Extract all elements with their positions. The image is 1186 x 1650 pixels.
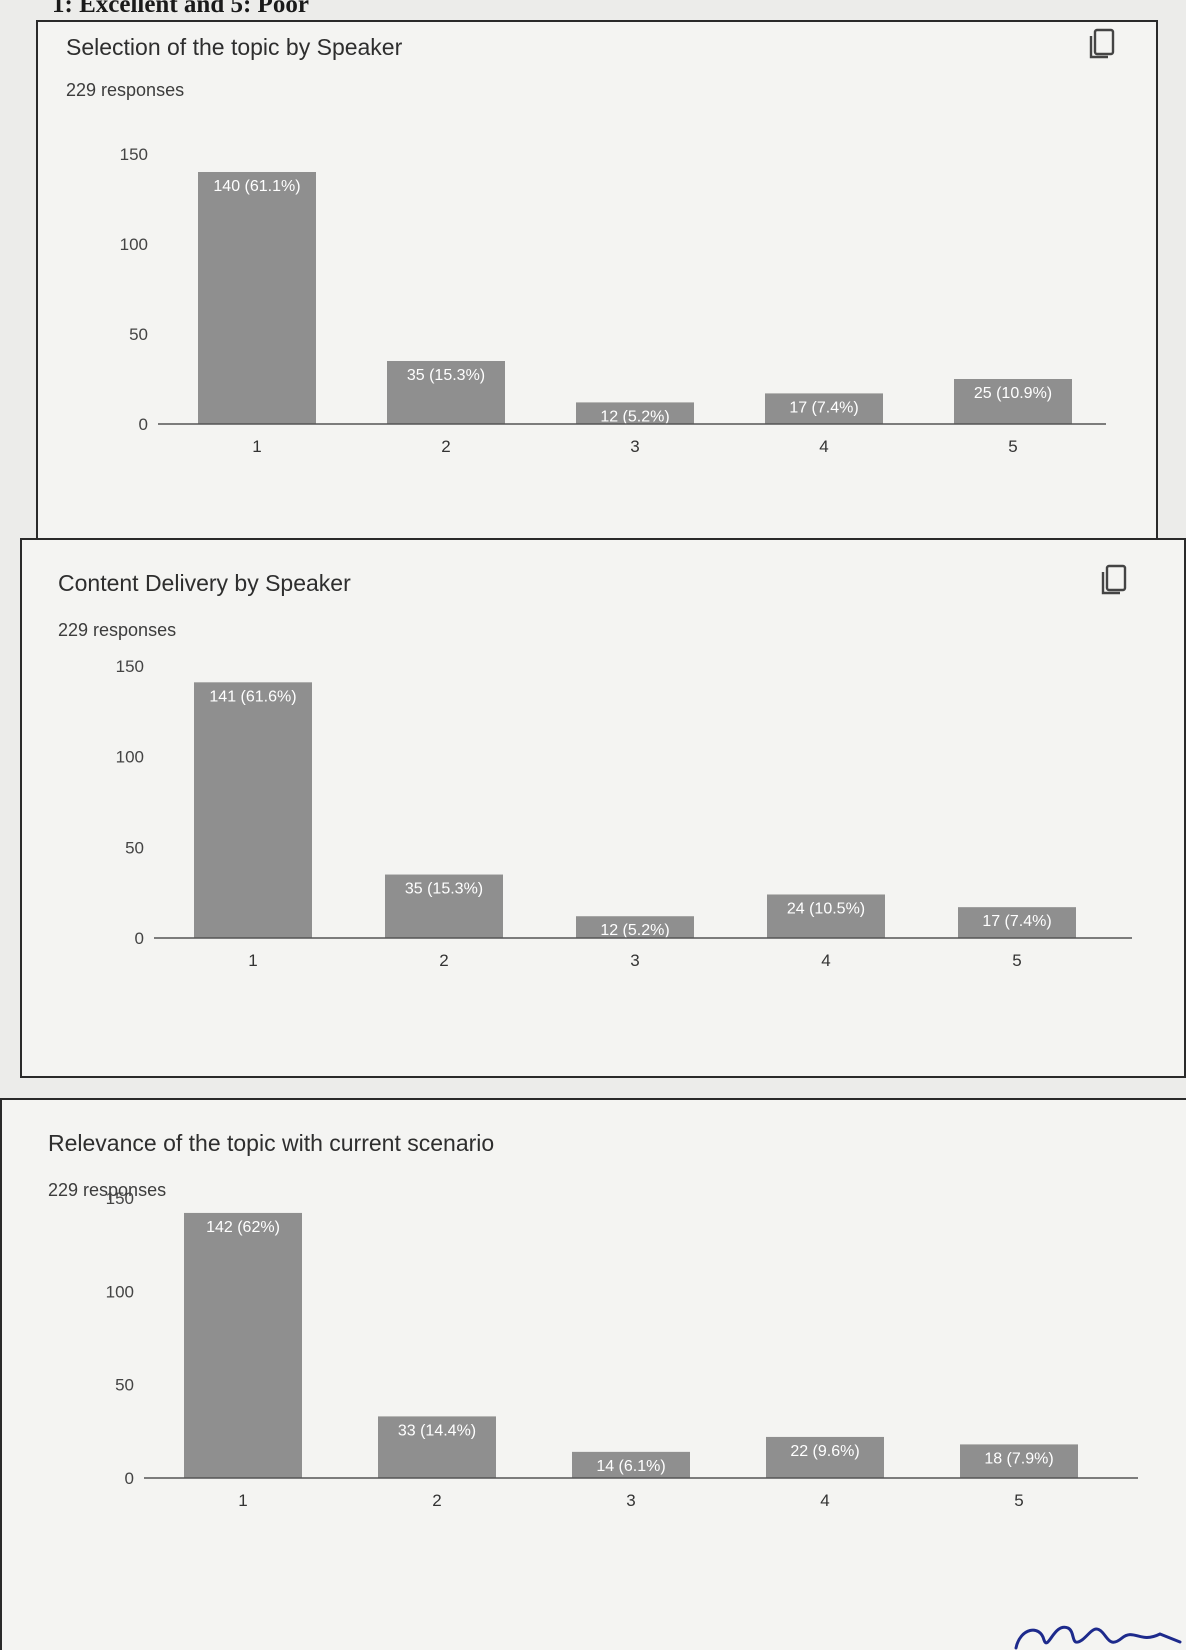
x-tick-label: 2 [441, 437, 450, 456]
y-tick-label: 50 [129, 325, 148, 344]
bar [184, 1212, 302, 1478]
copy-icon[interactable] [1088, 28, 1116, 60]
bar [198, 172, 316, 424]
y-tick-label: 0 [135, 929, 144, 948]
x-tick-label: 2 [432, 1491, 441, 1510]
bar [576, 916, 694, 938]
copy-icon[interactable] [1100, 564, 1128, 596]
bar [765, 393, 883, 424]
data-label: 141 (61.6%) [209, 688, 296, 705]
bar [572, 1451, 690, 1478]
x-tick-label: 5 [1012, 951, 1021, 970]
y-tick-label: 100 [120, 235, 148, 254]
signature-scribble [1014, 1625, 1182, 1650]
y-tick-label: 50 [115, 1376, 134, 1395]
x-tick-label: 4 [821, 951, 830, 970]
bar [767, 894, 885, 938]
x-tick-label: 3 [630, 951, 639, 970]
data-label: 140 (61.1%) [213, 178, 300, 195]
data-label: 142 (62%) [206, 1219, 280, 1236]
x-tick-label: 3 [626, 1491, 635, 1510]
data-label: 12 (5.2%) [600, 922, 669, 939]
bar [766, 1436, 884, 1478]
bar [194, 682, 312, 938]
data-label: 35 (15.3%) [407, 367, 485, 384]
data-label: 18 (7.9%) [984, 1450, 1053, 1467]
response-count: 229 responses [66, 80, 185, 100]
data-label: 17 (7.4%) [982, 913, 1051, 930]
data-label: 17 (7.4%) [789, 399, 858, 416]
x-tick-label: 5 [1014, 1491, 1023, 1510]
chart-card-selection: Selection of the topic by Speaker 229 re… [36, 20, 1158, 540]
data-label: 35 (15.3%) [405, 881, 483, 898]
chart-title: Content Delivery by Speaker [58, 570, 351, 596]
chart-card-content-delivery: Content Delivery by Speaker 229 response… [20, 538, 1186, 1078]
data-label: 14 (6.1%) [596, 1458, 665, 1475]
y-tick-label: 100 [106, 1282, 134, 1301]
y-tick-label: 50 [125, 838, 144, 857]
bar [387, 361, 505, 424]
bar-chart: 0 50 100 150 140 (61.1%) 1 35 (15.3%) 2 12 (5.2%… [120, 145, 1106, 456]
x-tick-label: 5 [1008, 437, 1017, 456]
response-count: 229 responses [48, 1180, 167, 1200]
bar [385, 874, 503, 938]
data-label: 24 (10.5%) [787, 900, 865, 917]
bar-chart: 0 50 100 150 142 (62%) 1 33 (14.4%) 2 14 (6.1%) 3… [106, 1189, 1138, 1510]
data-label: 25 (10.9%) [974, 385, 1052, 402]
bar [576, 402, 694, 424]
chart-title: Relevance of the topic with current scen… [48, 1130, 495, 1156]
x-tick-label: 2 [439, 951, 448, 970]
page-heading: 1: Excellent and 5: Poor [52, 0, 309, 18]
data-label: 22 (9.6%) [790, 1443, 859, 1460]
chart-title: Selection of the topic by Speaker [66, 34, 403, 60]
x-tick-label: 1 [252, 437, 261, 456]
y-tick-label: 150 [120, 145, 148, 164]
bar [958, 907, 1076, 938]
y-tick-label: 0 [139, 415, 148, 434]
bar-chart: 0 50 100 150 141 (61.6%) 1 35 (15.3%) 2 12 (5.2%… [116, 657, 1132, 970]
x-tick-label: 1 [238, 1491, 247, 1510]
x-tick-label: 3 [630, 437, 639, 456]
chart-card-relevance: Relevance of the topic with current scen… [0, 1098, 1186, 1650]
y-tick-label: 0 [125, 1469, 134, 1488]
y-tick-label: 150 [116, 657, 144, 676]
y-tick-label: 100 [116, 748, 144, 767]
data-label: 33 (14.4%) [398, 1422, 476, 1439]
x-tick-label: 1 [248, 951, 257, 970]
bar [378, 1416, 496, 1478]
x-tick-label: 4 [820, 1491, 829, 1510]
y-tick-label: 150 [106, 1189, 134, 1208]
bar [954, 379, 1072, 424]
bar [960, 1444, 1078, 1478]
response-count: 229 responses [58, 620, 177, 640]
x-tick-label: 4 [819, 437, 828, 456]
data-label: 12 (5.2%) [600, 408, 669, 425]
